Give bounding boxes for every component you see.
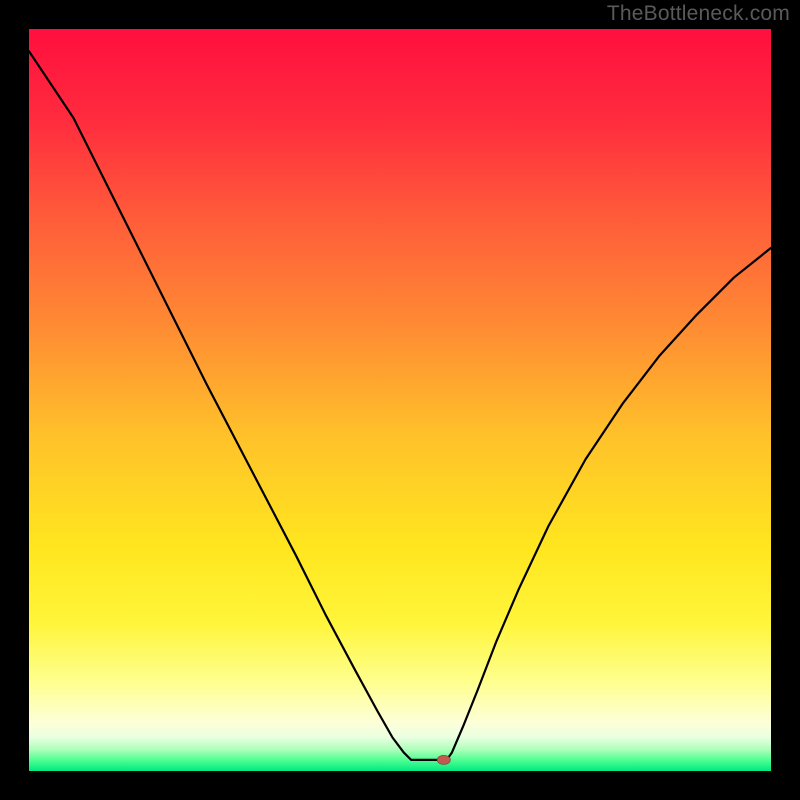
optimal-marker	[437, 755, 450, 764]
bottleneck-chart-svg	[0, 0, 800, 800]
plot-background	[29, 29, 771, 771]
chart-stage: TheBottleneck.com	[0, 0, 800, 800]
watermark-text: TheBottleneck.com	[607, 2, 790, 26]
